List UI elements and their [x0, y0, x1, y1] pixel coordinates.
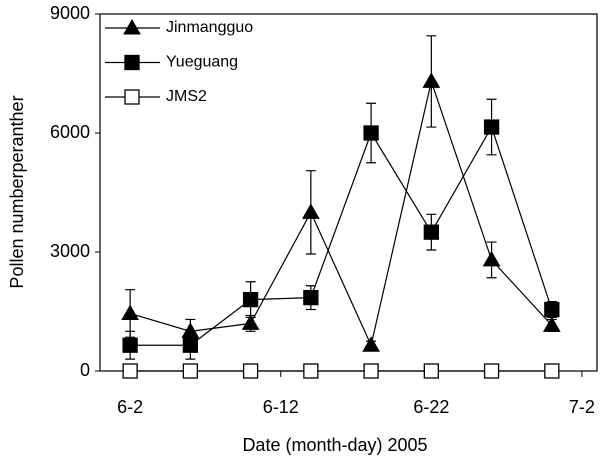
data-point [242, 363, 259, 379]
legend-label: Jinmangguo [166, 19, 253, 36]
data-point [182, 337, 199, 353]
y-tick-label: 3000 [50, 241, 90, 261]
y-tick-label: 6000 [50, 122, 90, 142]
data-point [544, 301, 560, 318]
data-point [422, 72, 441, 88]
data-point [301, 203, 320, 219]
data-point [483, 363, 500, 379]
data-point [544, 363, 560, 379]
x-tick-label: 7-2 [569, 397, 595, 417]
legend-label: JMS2 [166, 88, 207, 105]
data-point [241, 314, 260, 330]
data-point [483, 119, 500, 135]
data-point [542, 316, 561, 332]
legend-marker [124, 54, 140, 71]
data-point [303, 363, 319, 379]
data-point [423, 363, 439, 379]
data-point [122, 337, 138, 353]
data-point [363, 125, 379, 141]
data-point [423, 224, 439, 240]
x-tick-label: 6-12 [263, 397, 299, 417]
data-point [362, 336, 380, 352]
data-point [182, 363, 199, 379]
y-tick-label: 0 [80, 360, 90, 380]
y-tick-label: 9000 [50, 3, 90, 23]
series-line [130, 125, 553, 346]
legend-marker [123, 18, 141, 35]
x-tick-label: 6-22 [413, 397, 449, 417]
data-point [181, 322, 200, 338]
data-point [121, 304, 139, 320]
data-point [242, 291, 259, 308]
x-axis-title: Date (month-day) 2005 [242, 435, 427, 455]
data-point [482, 250, 501, 267]
legend-label: Yueguang [166, 54, 238, 71]
x-tick-label: 6-2 [117, 397, 143, 417]
series-line [129, 79, 553, 348]
y-axis-title: Pollen numberperanther [7, 95, 27, 288]
data-point [122, 363, 138, 379]
data-point [363, 363, 379, 379]
legend-marker [124, 89, 140, 105]
data-point [303, 289, 319, 306]
